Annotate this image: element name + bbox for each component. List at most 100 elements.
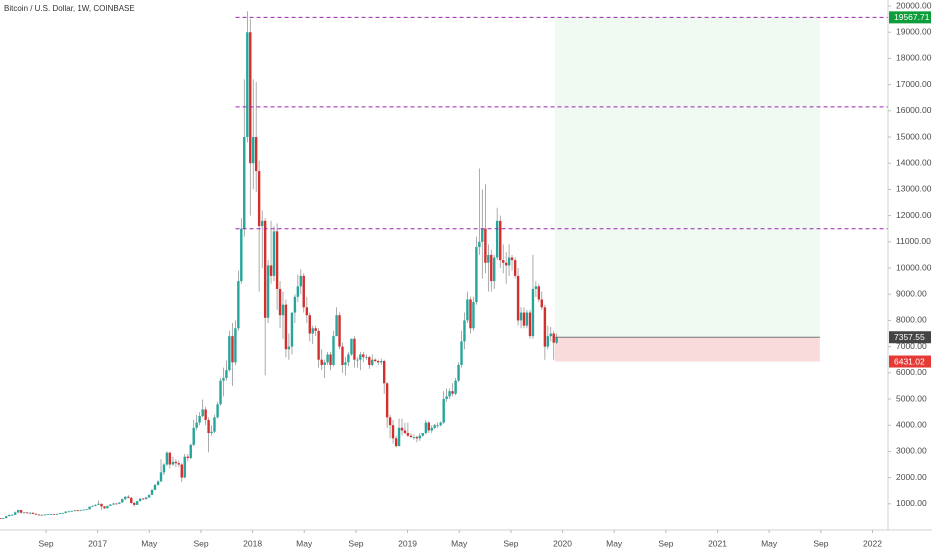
y-tick-label: 13000.00 [896, 184, 932, 194]
candle-body [433, 425, 436, 428]
candle-body [52, 514, 56, 515]
candle-body [430, 427, 433, 431]
candle-body [522, 312, 526, 326]
candle-body [266, 265, 270, 318]
candle-body [240, 228, 243, 282]
candle-body [180, 464, 183, 478]
candle-body [299, 275, 303, 287]
candle-body [252, 137, 255, 164]
candle-body [216, 404, 219, 418]
candle-body [510, 257, 514, 261]
y-tick-label: 15000.00 [896, 131, 932, 141]
candle-body [478, 241, 481, 248]
price-label-box [889, 331, 931, 344]
candle-body [362, 354, 365, 358]
candle-body [493, 257, 496, 282]
candle-body [499, 220, 502, 261]
candle-body [58, 513, 62, 515]
candle-body [502, 260, 505, 263]
x-tick-label: 2020 [553, 538, 572, 548]
x-tick-label: Sep [193, 538, 208, 548]
y-tick-label: 8000.00 [896, 315, 927, 325]
candle-body [100, 503, 103, 507]
candle-body [40, 514, 44, 516]
x-tick-label: 2018 [243, 538, 262, 548]
y-tick-label: 16000.00 [896, 105, 932, 115]
candle-body [406, 433, 410, 436]
candle-body [91, 505, 94, 507]
candle-body [249, 32, 252, 164]
candle-body [290, 312, 294, 347]
candle-body [335, 315, 338, 337]
candle-body [121, 499, 124, 503]
candle-body [385, 383, 389, 418]
candle-body [442, 399, 445, 423]
candle-body [555, 337, 558, 343]
candle-body [350, 338, 353, 355]
y-tick-label: 20000.00 [896, 0, 932, 10]
price-label: 6431.02 [894, 356, 925, 366]
candle-body [281, 304, 285, 316]
x-tick-label: Sep [348, 538, 363, 548]
candle-body [198, 416, 201, 423]
candle-body [147, 494, 151, 498]
candle-body [454, 380, 457, 394]
candle-body [162, 464, 166, 473]
candle-body [415, 436, 419, 439]
candle-body [189, 444, 192, 458]
candle-body [418, 435, 422, 439]
candle-body [127, 496, 130, 498]
candle-body [275, 231, 279, 289]
candle-body [484, 228, 487, 263]
x-tick-label: May [451, 538, 468, 548]
candle-body [55, 514, 59, 515]
candle-body [284, 304, 288, 350]
candle-body [445, 396, 448, 400]
candle-body [103, 506, 106, 509]
candle-body [507, 257, 511, 266]
candle-body [463, 320, 466, 342]
candle-body [320, 359, 323, 365]
candle-body [373, 359, 377, 362]
candle-body [519, 312, 523, 321]
y-tick-label: 18000.00 [896, 53, 932, 63]
candle-body [516, 275, 520, 321]
chart-title: Bitcoin / U.S. Dollar, 1W, COINBASE [4, 4, 135, 13]
candle-body [323, 362, 326, 365]
candle-body [144, 497, 148, 500]
candle-body [201, 409, 204, 417]
candle-body [106, 505, 109, 509]
candle-body [293, 296, 297, 313]
candle-body [412, 436, 416, 438]
candle-body [368, 357, 371, 365]
candle-body [133, 503, 136, 505]
candle-body [165, 452, 169, 465]
candle-body [213, 417, 216, 432]
y-tick-label: 17000.00 [896, 79, 932, 89]
candle-body [311, 328, 314, 334]
y-tick-label: 5000.00 [896, 393, 927, 403]
candle-body [540, 299, 543, 308]
candle-body [305, 307, 309, 316]
y-tick-label: 9000.00 [896, 288, 927, 298]
y-tick-label: 12000.00 [896, 210, 932, 220]
candle-body [531, 288, 535, 337]
y-tick-label: 14000.00 [896, 157, 932, 167]
candle-body [457, 364, 460, 381]
candle-body [25, 512, 29, 514]
candle-body [481, 228, 484, 242]
axes: 1000.00 2000.00 3000.00 4000.00 5000.00 6000.… [38, 0, 931, 548]
candle-body [135, 501, 139, 505]
candle-body [272, 231, 276, 276]
candle-body [168, 452, 172, 465]
candle-body [46, 514, 50, 515]
candle-body [537, 286, 541, 300]
candle-body [82, 509, 85, 511]
x-tick-label: 2021 [708, 538, 727, 548]
candle-body [326, 354, 329, 363]
candle-body [85, 509, 88, 511]
candle-body [371, 359, 374, 365]
candle-body [0, 518, 2, 520]
candle-body [246, 32, 249, 138]
candle-body [460, 341, 463, 365]
